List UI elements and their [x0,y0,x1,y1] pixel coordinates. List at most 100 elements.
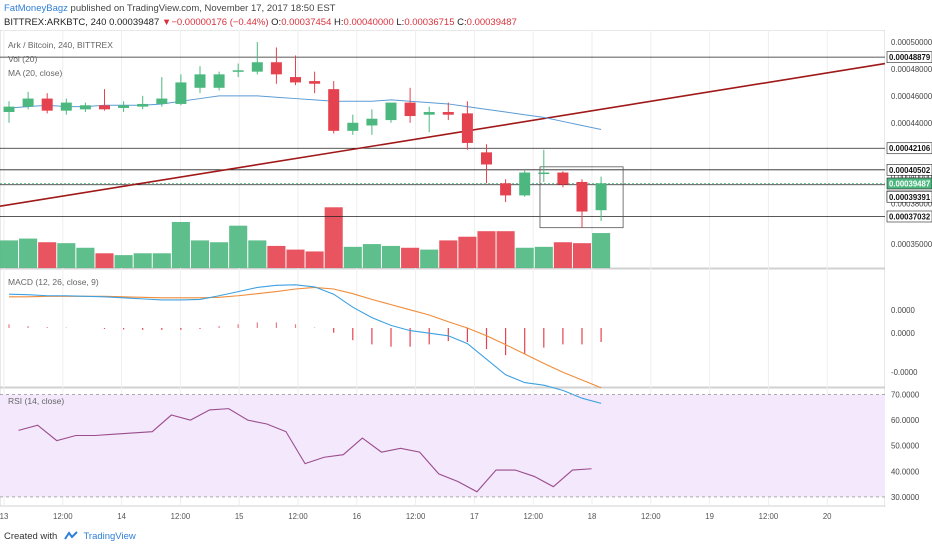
volume-bar [420,249,439,268]
main-title: Ark / Bitcoin, 240, BITTREX [8,40,113,50]
time-axis-tick: 12:00 [523,512,543,521]
rsi-axis-tick: 70.0000 [891,391,920,400]
price-axis[interactable]: 0.00050000 0.00048000 0.00046000 0.00044000… [885,30,932,506]
chart-canvas[interactable]: 0.00050000 0.00048000 0.00046000 0.00044000… [0,30,932,525]
price-axis-tick: 0.00040000 [891,173,932,182]
volume-bar [592,233,611,268]
time-axis-tick: 12:00 [171,512,191,521]
candle-body [557,172,569,185]
price-tag-box [886,210,932,223]
low-label: L: [396,17,405,28]
time-axis-tick: 20 [823,512,832,521]
price-axis-tick: 0.00038000 [891,199,932,208]
candle-body [519,172,531,196]
tradingview-brand[interactable]: TradingView [83,531,136,542]
rsi-axis-tick: 30.0000 [891,493,920,502]
time-axis-tick: 15 [235,512,244,521]
candle-body [481,152,492,165]
price-axis-tick: 0.00050000 [891,38,932,47]
candle-body [99,105,110,110]
time-axis-tick: 17 [470,512,479,521]
volume-bar [248,240,267,268]
candle-body [232,70,244,72]
rectangle-drawing[interactable] [539,166,624,229]
volume-bar [114,255,133,268]
rsi-axis-tick: 50.0000 [891,442,920,451]
time-axis-tick: 14 [117,512,126,521]
macd-signal-line [9,286,602,389]
price-tag-box [886,51,932,63]
tradingview-logo-icon [64,531,78,541]
candle-body [328,89,340,131]
price-pane[interactable] [0,30,886,269]
price-tag-label: 0.00048879 [889,53,931,62]
candle-body [3,106,15,113]
macd-axis-tick: -0.0000 [891,368,918,377]
macd-axis-tick: 0.0000 [891,306,916,315]
price-axis-tick: 0.00044000 [891,119,932,128]
candle-body [118,105,130,108]
open-value: 0.00037454 [281,17,332,28]
candle-body [22,98,34,107]
time-axis-tick: 16 [352,512,361,521]
last-price: 0.00039487 [109,17,160,28]
volume-bar [95,253,114,268]
volume-bar [190,240,210,268]
volume-bar [19,238,38,268]
time-axis[interactable]: 13 12:00 14 12:00 15 12:00 16 12:00 17 12:00 18 12:… [0,512,832,521]
close-label: C: [457,17,467,28]
time-axis-tick: 12:00 [53,512,73,521]
price-tag-label: 0.00039391 [889,193,931,202]
candle-body [576,181,588,212]
volume-bar [362,244,381,268]
price-tag-box [886,190,932,203]
macd-axis-tick: 0.0000 [891,329,916,338]
volume-bar [343,246,362,268]
candle-body [461,113,473,143]
low-value: 0.00036715 [404,17,455,28]
volume-bar [229,225,248,268]
candle-body [251,62,263,72]
symbol-quote-line: BITTREX:ARKBTC, 240 0.00039487 ▼−0.00000… [4,17,517,28]
candle-body [79,105,91,110]
trendline[interactable] [0,62,886,207]
volume-bar [76,247,95,268]
candle-body [270,62,282,75]
candle-body [137,103,149,107]
candle-body [156,98,168,104]
rsi-axis-tick: 60.0000 [891,416,920,425]
candle-body [442,112,454,115]
macd-label: MACD (12, 26, close, 9) [8,277,99,287]
candle-body [538,172,550,175]
time-axis-tick: 13 [0,512,8,521]
volume-bar [439,240,458,268]
price-tag-box [886,164,932,176]
volume-bar [38,242,57,268]
candle-body [41,98,53,111]
volume-bar [515,247,534,268]
volume-bar [305,251,324,268]
price-tag-label: 0.00042106 [889,144,931,153]
candle-body [366,118,378,126]
macd-line [8,284,602,404]
volume-bar [171,222,190,268]
volume-bar [534,246,553,268]
volume-bar [324,207,343,268]
high-label: H: [334,17,344,28]
price-change: −0.00000176 (−0.44%) [171,17,269,28]
candle-body [309,81,321,84]
author-name[interactable]: FatMoneyBagz [4,3,68,14]
price-tag-box [886,142,932,155]
candle-body [347,122,359,131]
rsi-label: RSI (14, close) [8,396,64,406]
macd-pane[interactable] [0,268,886,388]
volume-bar [133,253,152,268]
open-label: O: [271,17,282,28]
price-tag-box [886,177,932,190]
volume-label: Vol (20) [8,54,37,64]
volume-bar [572,243,592,268]
candle-body [290,77,301,83]
volume-bar [401,247,420,268]
candle-body [595,183,607,211]
symbol-label: BITTREX:ARKBTC, 240 [4,17,107,28]
